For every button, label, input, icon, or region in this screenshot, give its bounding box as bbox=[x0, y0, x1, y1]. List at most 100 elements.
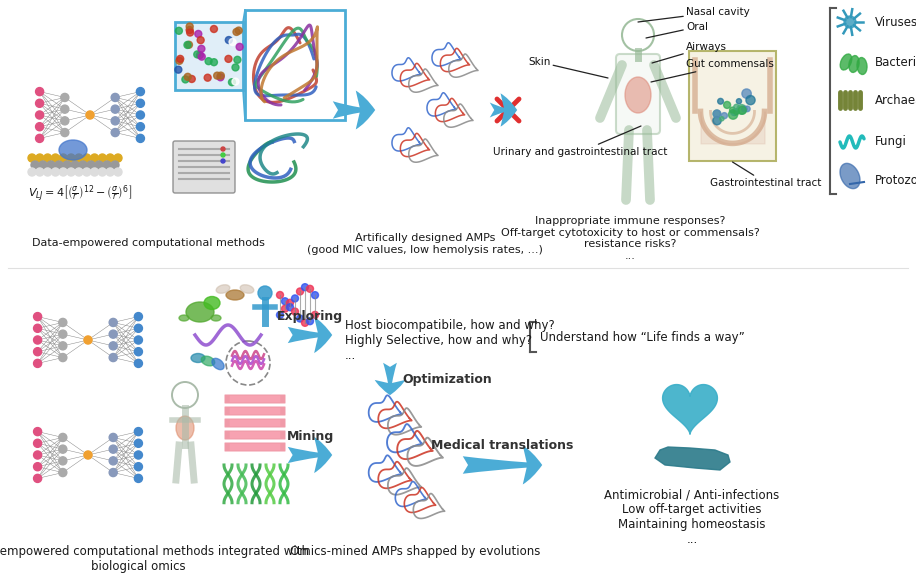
Circle shape bbox=[297, 315, 303, 322]
Circle shape bbox=[186, 23, 193, 30]
Circle shape bbox=[175, 66, 182, 73]
Circle shape bbox=[59, 457, 67, 465]
Circle shape bbox=[736, 99, 742, 104]
Circle shape bbox=[34, 324, 41, 332]
Circle shape bbox=[204, 74, 212, 81]
Circle shape bbox=[109, 445, 117, 453]
Circle shape bbox=[28, 154, 36, 162]
Circle shape bbox=[301, 284, 309, 291]
Ellipse shape bbox=[179, 315, 189, 321]
Circle shape bbox=[232, 78, 239, 85]
Circle shape bbox=[34, 462, 41, 470]
Circle shape bbox=[59, 342, 67, 350]
Circle shape bbox=[221, 147, 225, 151]
Circle shape bbox=[75, 154, 83, 162]
Text: Medical translations: Medical translations bbox=[431, 439, 573, 452]
Circle shape bbox=[59, 354, 67, 362]
Circle shape bbox=[217, 72, 224, 79]
Text: Gut commensals: Gut commensals bbox=[651, 59, 774, 82]
Circle shape bbox=[738, 106, 747, 114]
Circle shape bbox=[287, 299, 293, 306]
Circle shape bbox=[109, 434, 117, 442]
Circle shape bbox=[311, 292, 319, 299]
FancyBboxPatch shape bbox=[224, 431, 286, 439]
Circle shape bbox=[91, 154, 99, 162]
Circle shape bbox=[44, 168, 51, 176]
Ellipse shape bbox=[840, 54, 852, 70]
Ellipse shape bbox=[240, 285, 254, 293]
Circle shape bbox=[109, 354, 117, 362]
Circle shape bbox=[114, 168, 122, 176]
Text: Data-empowered computational methods: Data-empowered computational methods bbox=[31, 238, 265, 248]
Circle shape bbox=[39, 161, 47, 169]
Circle shape bbox=[182, 76, 189, 83]
Circle shape bbox=[734, 104, 739, 110]
Circle shape bbox=[106, 154, 114, 162]
Circle shape bbox=[109, 469, 117, 477]
Circle shape bbox=[217, 74, 224, 81]
Text: Inappropriate immune responses?
Off-target cytotoxicity to host or commensals?
r: Inappropriate immune responses? Off-targ… bbox=[501, 216, 759, 261]
Circle shape bbox=[84, 451, 92, 459]
Circle shape bbox=[60, 154, 67, 162]
Circle shape bbox=[734, 109, 739, 114]
Circle shape bbox=[184, 73, 191, 80]
Circle shape bbox=[713, 116, 721, 125]
Circle shape bbox=[205, 58, 213, 65]
Circle shape bbox=[67, 168, 75, 176]
Circle shape bbox=[60, 105, 69, 113]
Circle shape bbox=[55, 161, 63, 169]
Polygon shape bbox=[662, 384, 717, 434]
Circle shape bbox=[729, 107, 736, 113]
Circle shape bbox=[281, 305, 289, 312]
Circle shape bbox=[136, 111, 145, 119]
Ellipse shape bbox=[211, 315, 221, 321]
Circle shape bbox=[34, 439, 41, 447]
Circle shape bbox=[301, 319, 309, 327]
Text: Data-empowered computational methods integrated with
biological omics: Data-empowered computational methods int… bbox=[0, 545, 309, 573]
Circle shape bbox=[36, 123, 44, 131]
FancyBboxPatch shape bbox=[230, 420, 280, 427]
Text: Host biocompatibile, how and why?
Highly Selective, how and why?
...: Host biocompatibile, how and why? Highly… bbox=[345, 319, 555, 362]
Text: Antimicrobial / Anti-infections
Low off-target activities
Maintaining homeostasi: Antimicrobial / Anti-infections Low off-… bbox=[605, 488, 780, 546]
Circle shape bbox=[136, 134, 145, 142]
Circle shape bbox=[34, 451, 41, 459]
Circle shape bbox=[187, 29, 193, 36]
Circle shape bbox=[713, 110, 721, 117]
Circle shape bbox=[229, 39, 236, 46]
Circle shape bbox=[221, 153, 225, 157]
Text: Oral: Oral bbox=[646, 22, 708, 38]
Ellipse shape bbox=[625, 77, 651, 113]
Text: Fungi: Fungi bbox=[875, 135, 907, 149]
Circle shape bbox=[111, 117, 119, 125]
Ellipse shape bbox=[212, 358, 224, 370]
Circle shape bbox=[59, 330, 67, 338]
Ellipse shape bbox=[59, 140, 87, 160]
Circle shape bbox=[297, 288, 303, 295]
Circle shape bbox=[196, 51, 203, 59]
FancyBboxPatch shape bbox=[230, 407, 280, 414]
Circle shape bbox=[31, 161, 39, 169]
Text: Skin: Skin bbox=[528, 57, 608, 78]
Circle shape bbox=[714, 110, 721, 118]
Text: Viruses: Viruses bbox=[875, 16, 916, 28]
Circle shape bbox=[213, 72, 221, 79]
Circle shape bbox=[98, 168, 106, 176]
Circle shape bbox=[51, 154, 60, 162]
Text: Optimization: Optimization bbox=[402, 373, 492, 387]
Ellipse shape bbox=[216, 285, 230, 293]
Circle shape bbox=[59, 469, 67, 477]
Circle shape bbox=[311, 312, 319, 318]
FancyBboxPatch shape bbox=[224, 418, 286, 428]
Circle shape bbox=[36, 134, 44, 142]
Circle shape bbox=[184, 42, 191, 49]
Circle shape bbox=[71, 161, 79, 169]
Circle shape bbox=[135, 336, 143, 344]
Polygon shape bbox=[840, 164, 860, 188]
Circle shape bbox=[233, 28, 240, 35]
Text: Protozoa: Protozoa bbox=[875, 173, 916, 187]
Circle shape bbox=[59, 445, 67, 453]
Circle shape bbox=[732, 110, 737, 116]
Circle shape bbox=[221, 159, 225, 163]
Circle shape bbox=[34, 347, 41, 355]
Circle shape bbox=[742, 89, 751, 98]
